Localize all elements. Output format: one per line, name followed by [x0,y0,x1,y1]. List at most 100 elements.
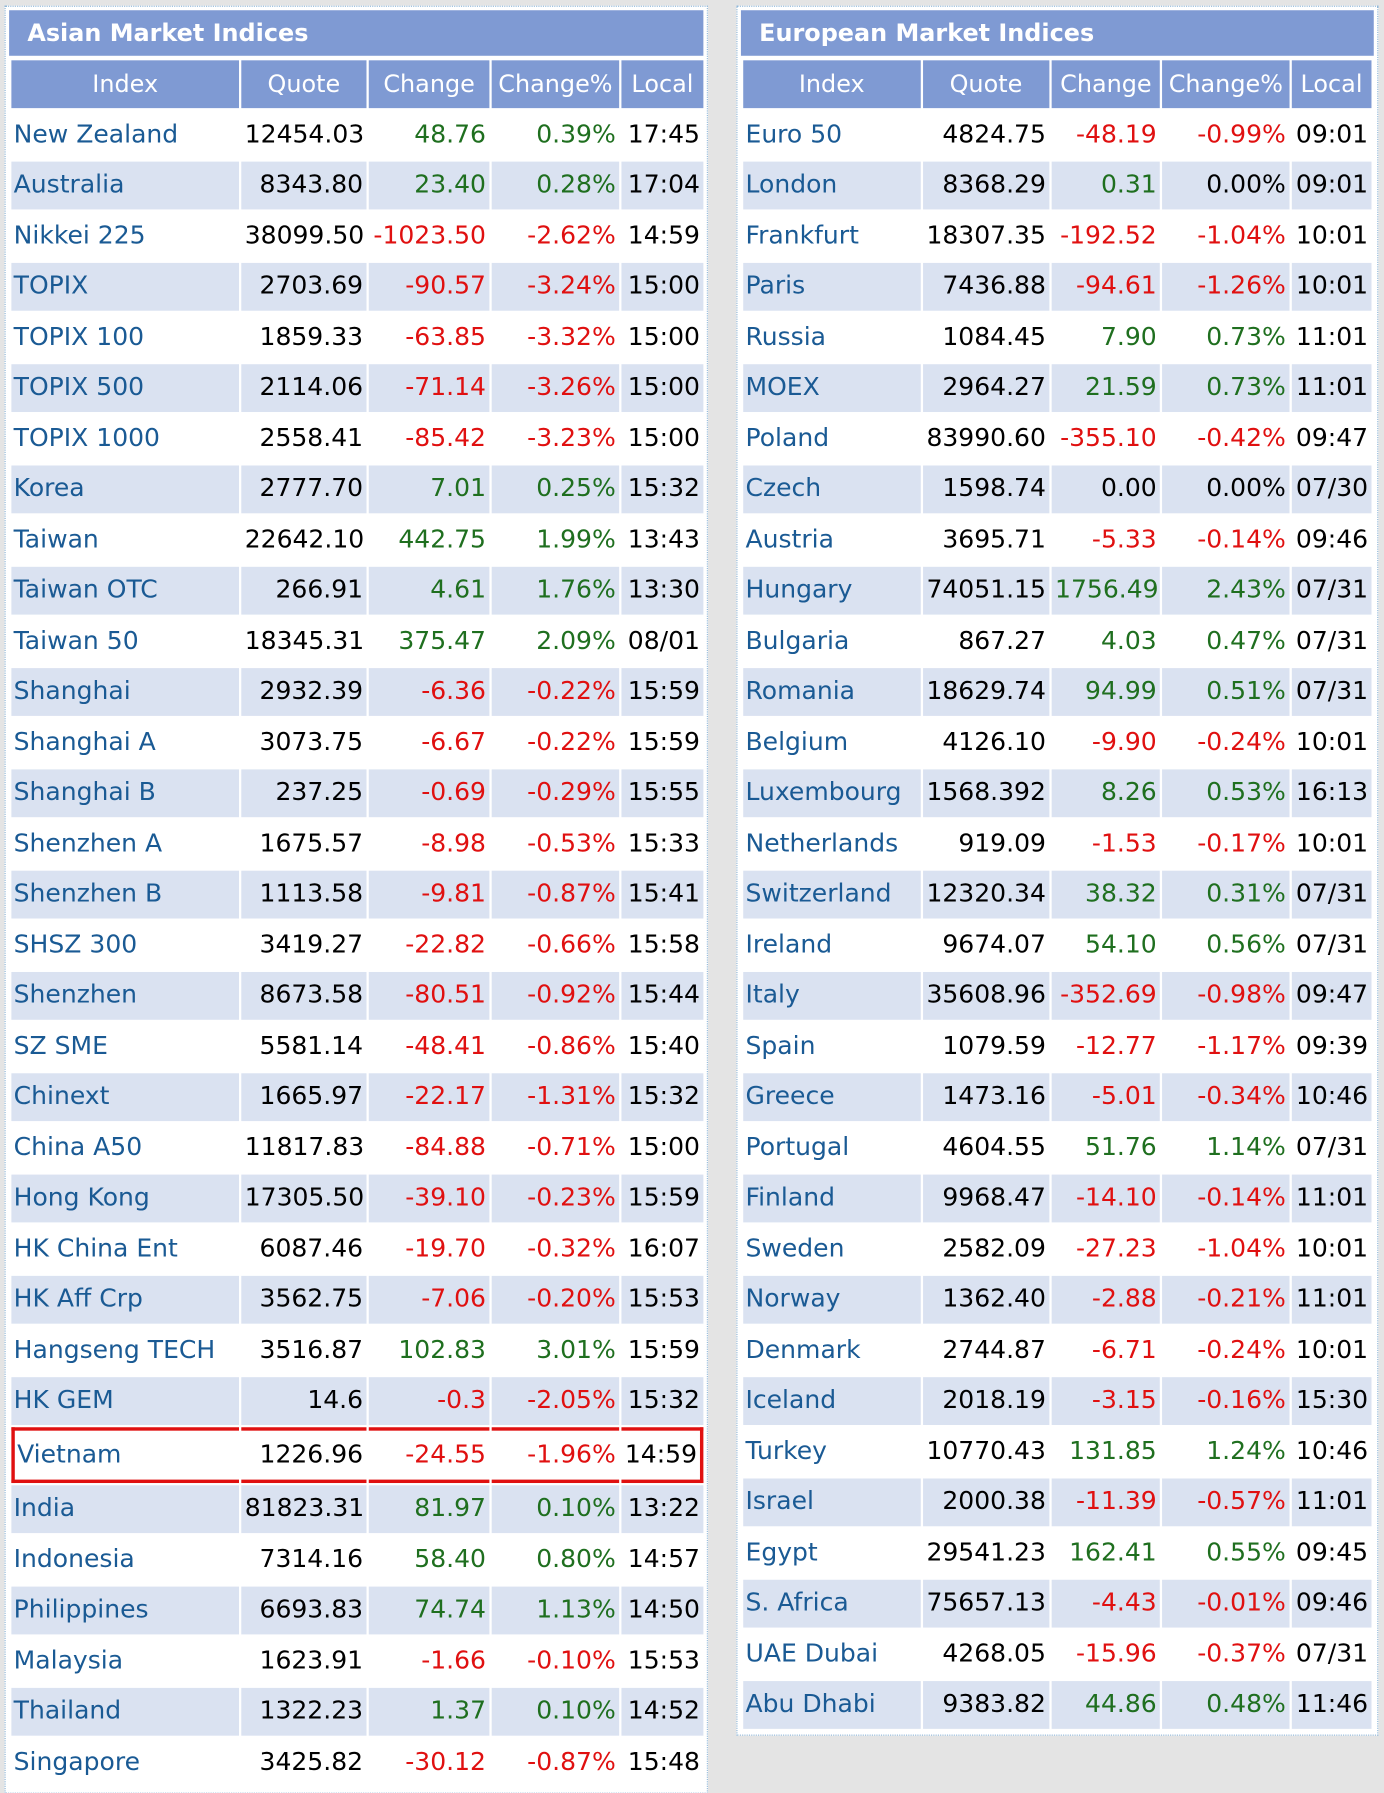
change: -5.33 [1091,525,1157,554]
index-name[interactable]: SZ SME [13,1032,109,1061]
index-name[interactable]: Taiwan OTC [11,566,240,615]
local-time: 15:44 [621,971,704,1020]
index-name[interactable]: Ireland [745,930,833,960]
index-name[interactable]: Egypt [745,1538,818,1567]
index-name[interactable]: Israel [743,1477,921,1527]
index-name[interactable]: Nikkei 225 [13,221,146,251]
index-name[interactable]: Shanghai A [13,728,156,757]
index-row: Philippines 6693.83 74.74 1.13% 14:50 [11,1586,704,1635]
quote: 2000.38 [922,1477,1050,1527]
change-percent: -0.22% [527,728,616,757]
index-name[interactable]: Taiwan [13,525,99,554]
index-name[interactable]: Indonesia [13,1545,135,1574]
index-name[interactable]: Chinext [11,1072,240,1122]
index-name[interactable]: Abu Dhabi [743,1680,921,1729]
index-name[interactable]: Finland [743,1174,921,1223]
change: 38.32 [1051,870,1161,919]
index-name[interactable]: Hong Kong [11,1174,240,1223]
index-name[interactable]: Philippines [11,1586,240,1635]
index-name[interactable]: SHSZ 300 [13,930,138,960]
index-name[interactable]: Italy [743,971,921,1020]
change-percent: -0.99% [1197,120,1286,149]
column-header: Local [621,60,704,109]
index-row: Austria 3695.71 -5.33 -0.14% 09:46 [743,516,1371,564]
index-name[interactable]: Sweden [745,1234,845,1264]
index-name[interactable]: Czech [743,464,921,514]
index-name[interactable]: Bulgaria [745,626,850,656]
change: -71.14 [368,363,490,413]
index-name[interactable]: TOPIX 1000 [13,424,160,453]
index-row: SZ SME 5581.14 -48.41 -0.86% 15:40 [11,1022,703,1070]
index-name[interactable]: Luxembourg [743,768,921,818]
index-name[interactable]: Shenzhen B [11,870,240,919]
index-name[interactable]: Iceland [743,1376,921,1425]
quote: 8343.80 [241,161,367,210]
index-name[interactable]: Shenzhen A [13,829,163,858]
local-time: 07/31 [1295,626,1369,656]
quote: 7314.16 [259,1545,364,1574]
index-name[interactable]: Russia [745,322,827,352]
index-name[interactable]: Vietnam [11,1427,240,1483]
index-name[interactable]: Switzerland [743,870,921,919]
index-row: Hangseng TECH 3516.87 102.83 3.01% 15:59 [11,1326,703,1374]
change: -80.51 [368,971,490,1020]
index-name[interactable]: Netherlands [745,829,899,858]
index-name[interactable]: Belgium [745,728,849,757]
index-row: Thailand 1322.23 1.37 0.10% 14:52 [11,1687,704,1736]
index-name[interactable]: Shenzhen [11,971,240,1020]
quote: 237.25 [241,768,367,818]
index-name[interactable]: Paris [743,262,921,311]
index-name[interactable]: HK GEM [11,1376,240,1425]
index-name[interactable]: Shanghai [11,667,240,716]
index-name[interactable]: Australia [11,161,240,210]
index-name[interactable]: Hungary [743,566,921,615]
index-name[interactable]: Denmark [745,1335,861,1365]
indices-table: Index Quote Change Change% Local New Zealand… [9,58,706,1789]
index-name[interactable]: S. Africa [743,1579,921,1628]
index-name[interactable]: HK Aff Crp [11,1275,240,1324]
index-name[interactable]: Shanghai B [11,768,240,818]
index-name[interactable]: London [743,161,921,210]
index-name[interactable]: Austria [745,525,834,554]
index-row: Korea 2777.70 7.01 0.25% 15:32 [11,464,704,514]
index-name[interactable]: India [11,1484,240,1534]
index-name[interactable]: New Zealand [13,120,179,149]
index-name[interactable]: Thailand [11,1687,240,1736]
local-time: 15:00 [621,262,704,311]
change: -1023.50 [373,221,486,251]
index-name[interactable]: China A50 [13,1133,143,1162]
index-name[interactable]: TOPIX 500 [11,363,240,413]
index-name[interactable]: Malaysia [13,1646,124,1676]
index-name[interactable]: Norway [743,1275,921,1324]
change: -6.36 [368,667,490,716]
change: 8.26 [1051,768,1161,818]
index-name[interactable]: UAE Dubai [745,1639,879,1669]
index-name[interactable]: Frankfurt [745,221,859,251]
change-percent: 0.73% [1162,363,1290,413]
index-name[interactable]: TOPIX [11,262,240,311]
index-name[interactable]: Greece [743,1072,921,1122]
index-name[interactable]: HK China Ent [13,1234,178,1264]
index-name[interactable]: Euro 50 [745,120,843,149]
index-row: Chinext 1665.97 -22.17 -1.31% 15:32 [11,1072,704,1122]
index-name[interactable]: Korea [11,464,240,514]
index-name[interactable]: MOEX [743,363,921,413]
index-name[interactable]: Singapore [13,1747,140,1777]
index-row: Ireland 9674.07 54.10 0.56% 07/31 [743,921,1371,969]
index-name[interactable]: TOPIX 100 [13,322,145,352]
index-name[interactable]: Hangseng TECH [13,1335,216,1365]
index-name[interactable]: Portugal [745,1133,850,1162]
local-time: 13:30 [621,566,704,615]
column-header: Change [1051,60,1161,109]
index-name[interactable]: Poland [745,424,830,453]
local-time: 09:46 [1291,1579,1372,1628]
index-name[interactable]: Taiwan 50 [13,626,139,656]
local-time: 10:01 [1295,221,1369,251]
index-name[interactable]: Turkey [745,1437,827,1466]
change: 54.10 [1085,930,1157,960]
index-row: Israel 2000.38 -11.39 -0.57% 11:01 [743,1477,1372,1527]
index-name[interactable]: Romania [743,667,921,716]
index-row: TOPIX 2703.69 -90.57 -3.24% 15:00 [11,262,704,311]
index-name[interactable]: Spain [745,1032,816,1061]
